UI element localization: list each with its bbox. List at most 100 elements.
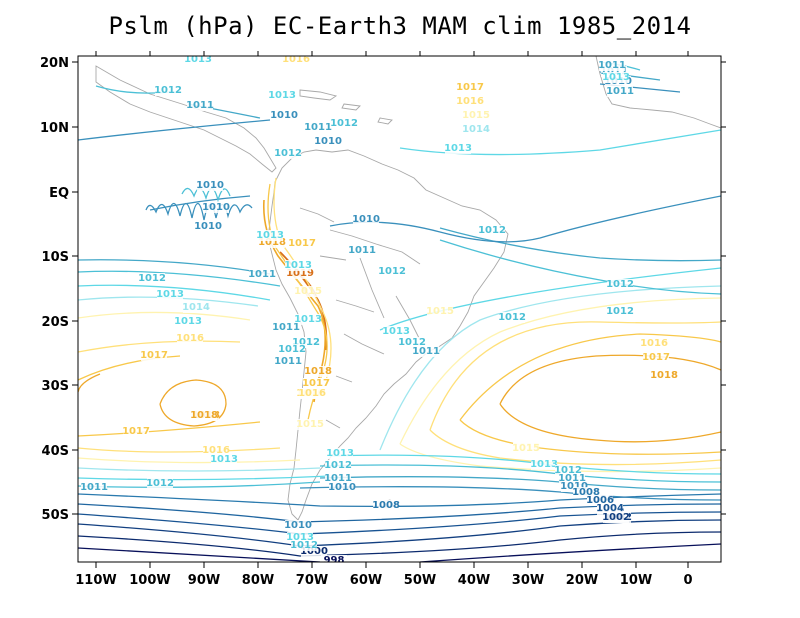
lon-tick-label: 70W <box>296 573 328 588</box>
contour-label: 1013 <box>602 72 630 83</box>
contour-label: 1012 <box>378 266 406 277</box>
contour-label-bg <box>383 326 409 337</box>
contour-label-bg <box>499 312 525 323</box>
contour-label: 1012 <box>498 312 526 323</box>
contour-label-bg <box>257 230 283 241</box>
contour-1015-high <box>78 297 721 473</box>
contour-label: 1017 <box>122 426 150 437</box>
contour-1011-mid <box>78 71 721 491</box>
contour-1016-andes <box>273 177 332 393</box>
lat-tick-label: 20N <box>40 56 69 71</box>
contour-label: 1011 <box>304 122 332 133</box>
contour-label-bg <box>155 85 181 96</box>
lat-tick-label: EQ <box>49 186 69 201</box>
contour-label: 1014 <box>182 302 210 313</box>
lon-tick-label: 80W <box>242 573 274 588</box>
contour-label-bg <box>643 352 669 363</box>
lat-tick-label: 20S <box>42 315 69 330</box>
contour-label: 1018 <box>190 410 218 421</box>
contour-label: 1017 <box>140 350 168 361</box>
contour-label: 1014 <box>462 124 490 135</box>
contour-label-bg <box>157 289 183 300</box>
contour-label-bg <box>413 346 439 357</box>
contour-label: 1012 <box>324 460 352 471</box>
lon-tick-label: 50W <box>404 573 436 588</box>
contour-label-bg <box>379 266 405 277</box>
contour-label: 1013 <box>268 90 296 101</box>
lon-tick-label: 40W <box>458 573 490 588</box>
contour-label-bg <box>457 82 483 93</box>
south-america-coastline <box>267 149 509 521</box>
contour-label: 1017 <box>642 352 670 363</box>
contour-label: 1011 <box>412 346 440 357</box>
contour-label: 1006 <box>586 495 614 506</box>
contours <box>78 61 721 562</box>
contour-label-bg <box>141 350 167 361</box>
contour-label-bg <box>289 238 315 249</box>
contour-1012-mid <box>78 61 721 488</box>
contour-label: 1013 <box>210 454 238 465</box>
contour-label-bg <box>607 279 633 290</box>
contour-label: 1016 <box>176 333 204 344</box>
contour-label-bg <box>555 465 581 476</box>
contour-label: 1012 <box>606 279 634 290</box>
contour-label: 1016 <box>202 445 230 456</box>
contour-label-bg <box>283 56 309 65</box>
lon-tick-label: 110W <box>75 573 116 588</box>
africa-coastline <box>595 56 721 129</box>
contour-label: 1011 <box>348 245 376 256</box>
map-title: Pslm (hPa) EC-Earth3 MAM clim 1985_2014 <box>108 12 692 40</box>
contour-label: 1013 <box>444 143 472 154</box>
contour-label-bg <box>573 487 599 498</box>
lat-tick-label: 10N <box>40 121 69 136</box>
contour-label-bg <box>259 237 285 248</box>
contour-label: 1011 <box>80 482 108 493</box>
contour-label-bg <box>325 473 351 484</box>
contour-label-bg <box>287 532 313 543</box>
contour-label: 1012 <box>554 465 582 476</box>
contour-1012-itcz-wave <box>181 187 231 203</box>
contour-label: 1011 <box>248 269 276 280</box>
axes: 110W 100W 90W 80W 70W 60W 50W 40W 30W 20W 10W 0 20N 1… <box>40 51 726 588</box>
contour-label-bg <box>463 124 489 135</box>
contour-label: 1012 <box>292 337 320 348</box>
contour-label: 1010 <box>196 180 224 191</box>
contour-label: 1013 <box>174 316 202 327</box>
contour-label-bg <box>603 512 629 523</box>
contour-label: 1015 <box>296 419 324 430</box>
contour-label: 1010 <box>352 214 380 225</box>
contour-label: 1013 <box>530 459 558 470</box>
contour-label: 998 <box>324 555 345 566</box>
plot-area: 1013 101610121011101010131012101110101012… <box>78 54 721 566</box>
contour-label-bg <box>597 503 623 514</box>
contour-label-bg <box>177 333 203 344</box>
lon-tick-label: 100W <box>129 573 170 588</box>
contour-label: 1010 <box>284 520 312 531</box>
contour-label-bg <box>147 478 173 489</box>
contour-label: 1017 <box>288 238 316 249</box>
contour-label-bg <box>275 148 301 159</box>
contour-label-bg <box>651 370 677 381</box>
contour-1016-high <box>78 321 721 466</box>
contour-label-bg <box>297 419 323 430</box>
contour-label: 1015 <box>294 286 322 297</box>
contour-label: 1008 <box>572 487 600 498</box>
contour-label-bg <box>269 90 295 101</box>
contour-label-bg <box>175 316 201 327</box>
contour-label-bg <box>587 495 613 506</box>
contour-label-bg <box>185 56 211 65</box>
contour-label: 1008 <box>372 500 400 511</box>
contour-1017-high <box>78 333 721 455</box>
contour-label: 1013 <box>382 326 410 337</box>
contour-label: 1012 <box>330 118 358 129</box>
contour-label-bg <box>329 482 355 493</box>
contour-label: 1012 <box>274 148 302 159</box>
contour-label-bg <box>293 337 319 348</box>
contour-label: 1016 <box>282 54 310 65</box>
lat-tick-label: 50S <box>42 508 69 523</box>
contour-label: 1011 <box>598 60 626 71</box>
contour-label-bg <box>399 337 425 348</box>
contour-label-bg <box>325 460 351 471</box>
contour-label: 1011 <box>324 473 352 484</box>
